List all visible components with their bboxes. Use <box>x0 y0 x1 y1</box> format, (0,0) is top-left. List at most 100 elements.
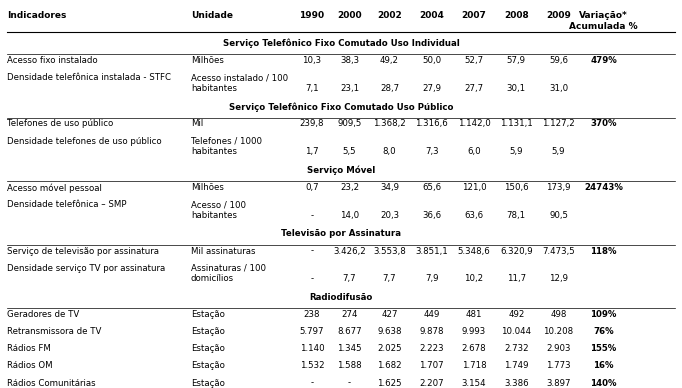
Text: 1.142,0: 1.142,0 <box>458 120 490 128</box>
Text: Mil: Mil <box>191 120 203 128</box>
Text: 6.320,9: 6.320,9 <box>500 246 533 256</box>
Text: 150,6: 150,6 <box>504 183 529 192</box>
Text: 2007: 2007 <box>462 11 486 21</box>
Text: 11,7: 11,7 <box>507 274 526 283</box>
Text: 2.223: 2.223 <box>419 344 444 353</box>
Text: Acesso fixo instalado: Acesso fixo instalado <box>7 56 98 65</box>
Text: 7,9: 7,9 <box>425 274 439 283</box>
Text: Mil assinaturas: Mil assinaturas <box>191 246 256 256</box>
Text: Retransmissora de TV: Retransmissora de TV <box>7 327 101 336</box>
Text: Acesso / 100: Acesso / 100 <box>191 200 246 209</box>
Text: Estação: Estação <box>191 362 225 371</box>
Text: 140%: 140% <box>591 379 617 388</box>
Text: 90,5: 90,5 <box>549 211 568 220</box>
Text: Serviço de televisão por assinatura: Serviço de televisão por assinatura <box>7 246 159 256</box>
Text: 12,9: 12,9 <box>549 274 568 283</box>
Text: 59,6: 59,6 <box>549 56 568 65</box>
Text: 2000: 2000 <box>337 11 362 21</box>
Text: 9.993: 9.993 <box>462 327 486 336</box>
Text: Estação: Estação <box>191 344 225 353</box>
Text: Rádios Comunitárias: Rádios Comunitárias <box>7 379 95 388</box>
Text: Televisão por Assinatura: Televisão por Assinatura <box>281 229 401 239</box>
Text: 34,9: 34,9 <box>380 183 399 192</box>
Text: 63,6: 63,6 <box>464 211 484 220</box>
Text: -: - <box>310 274 314 283</box>
Text: -: - <box>310 246 314 256</box>
Text: 36,6: 36,6 <box>422 211 441 220</box>
Text: 10.044: 10.044 <box>501 327 531 336</box>
Text: 121,0: 121,0 <box>462 183 486 192</box>
Text: 8.677: 8.677 <box>337 327 362 336</box>
Text: Telefones / 1000: Telefones / 1000 <box>191 137 262 146</box>
Text: 57,9: 57,9 <box>507 56 526 65</box>
Text: 7.473,5: 7.473,5 <box>542 246 575 256</box>
Text: 0,7: 0,7 <box>306 183 318 192</box>
Text: 238: 238 <box>303 310 321 319</box>
Text: 479%: 479% <box>590 56 617 65</box>
Text: Serviço Telefônico Fixo Comutado Uso Individual: Serviço Telefônico Fixo Comutado Uso Ind… <box>222 39 460 48</box>
Text: Indicadores: Indicadores <box>7 11 66 21</box>
Text: Acesso instalado / 100: Acesso instalado / 100 <box>191 73 288 82</box>
Text: 1.532: 1.532 <box>299 362 325 371</box>
Text: 1.625: 1.625 <box>377 379 402 388</box>
Text: 1.127,2: 1.127,2 <box>542 120 575 128</box>
Text: 1.588: 1.588 <box>337 362 362 371</box>
Text: Rádios FM: Rádios FM <box>7 344 50 353</box>
Text: 239,8: 239,8 <box>300 120 324 128</box>
Text: 27,9: 27,9 <box>422 84 441 93</box>
Text: 427: 427 <box>381 310 398 319</box>
Text: 1990: 1990 <box>299 11 325 21</box>
Text: 1.682: 1.682 <box>377 362 402 371</box>
Text: 3.897: 3.897 <box>546 379 571 388</box>
Text: 2.903: 2.903 <box>546 344 571 353</box>
Text: 2009: 2009 <box>546 11 571 21</box>
Text: Geradores de TV: Geradores de TV <box>7 310 79 319</box>
Text: 1.345: 1.345 <box>337 344 362 353</box>
Text: 481: 481 <box>466 310 482 319</box>
Text: 10.208: 10.208 <box>544 327 574 336</box>
Text: 3.426,2: 3.426,2 <box>333 246 366 256</box>
Text: 2004: 2004 <box>419 11 444 21</box>
Text: 2.025: 2.025 <box>377 344 402 353</box>
Text: 20,3: 20,3 <box>380 211 399 220</box>
Text: 109%: 109% <box>591 310 617 319</box>
Text: 28,7: 28,7 <box>380 84 399 93</box>
Text: 1.707: 1.707 <box>419 362 444 371</box>
Text: Estação: Estação <box>191 379 225 388</box>
Text: 76%: 76% <box>593 327 614 336</box>
Text: 5.348,6: 5.348,6 <box>458 246 490 256</box>
Text: 118%: 118% <box>591 246 617 256</box>
Text: 173,9: 173,9 <box>546 183 571 192</box>
Text: 23,2: 23,2 <box>340 183 359 192</box>
Text: 31,0: 31,0 <box>549 84 568 93</box>
Text: 5,9: 5,9 <box>509 147 523 156</box>
Text: 1.773: 1.773 <box>546 362 571 371</box>
Text: 1.368,2: 1.368,2 <box>373 120 406 128</box>
Text: Telefones de uso público: Telefones de uso público <box>7 120 113 128</box>
Text: 9.878: 9.878 <box>419 327 444 336</box>
Text: 10,2: 10,2 <box>464 274 484 283</box>
Text: Densidade telefônica instalada - STFC: Densidade telefônica instalada - STFC <box>7 73 170 82</box>
Text: 52,7: 52,7 <box>464 56 484 65</box>
Text: -: - <box>310 211 314 220</box>
Text: 2.732: 2.732 <box>504 344 529 353</box>
Text: 50,0: 50,0 <box>422 56 441 65</box>
Text: 10,3: 10,3 <box>302 56 322 65</box>
Text: domicílios: domicílios <box>191 274 234 283</box>
Text: 2.207: 2.207 <box>419 379 444 388</box>
Text: habitantes: habitantes <box>191 84 237 93</box>
Text: 7,1: 7,1 <box>306 84 318 93</box>
Text: Unidade: Unidade <box>191 11 233 21</box>
Text: Acesso móvel pessoal: Acesso móvel pessoal <box>7 183 102 192</box>
Text: 498: 498 <box>550 310 567 319</box>
Text: 2002: 2002 <box>377 11 402 21</box>
Text: -: - <box>310 379 314 388</box>
Text: 14,0: 14,0 <box>340 211 359 220</box>
Text: 16%: 16% <box>593 362 614 371</box>
Text: Serviço Móvel: Serviço Móvel <box>307 166 375 175</box>
Text: 492: 492 <box>508 310 524 319</box>
Text: 5.797: 5.797 <box>300 327 324 336</box>
Text: 78,1: 78,1 <box>507 211 526 220</box>
Text: 2.678: 2.678 <box>462 344 486 353</box>
Text: 3.851,1: 3.851,1 <box>415 246 448 256</box>
